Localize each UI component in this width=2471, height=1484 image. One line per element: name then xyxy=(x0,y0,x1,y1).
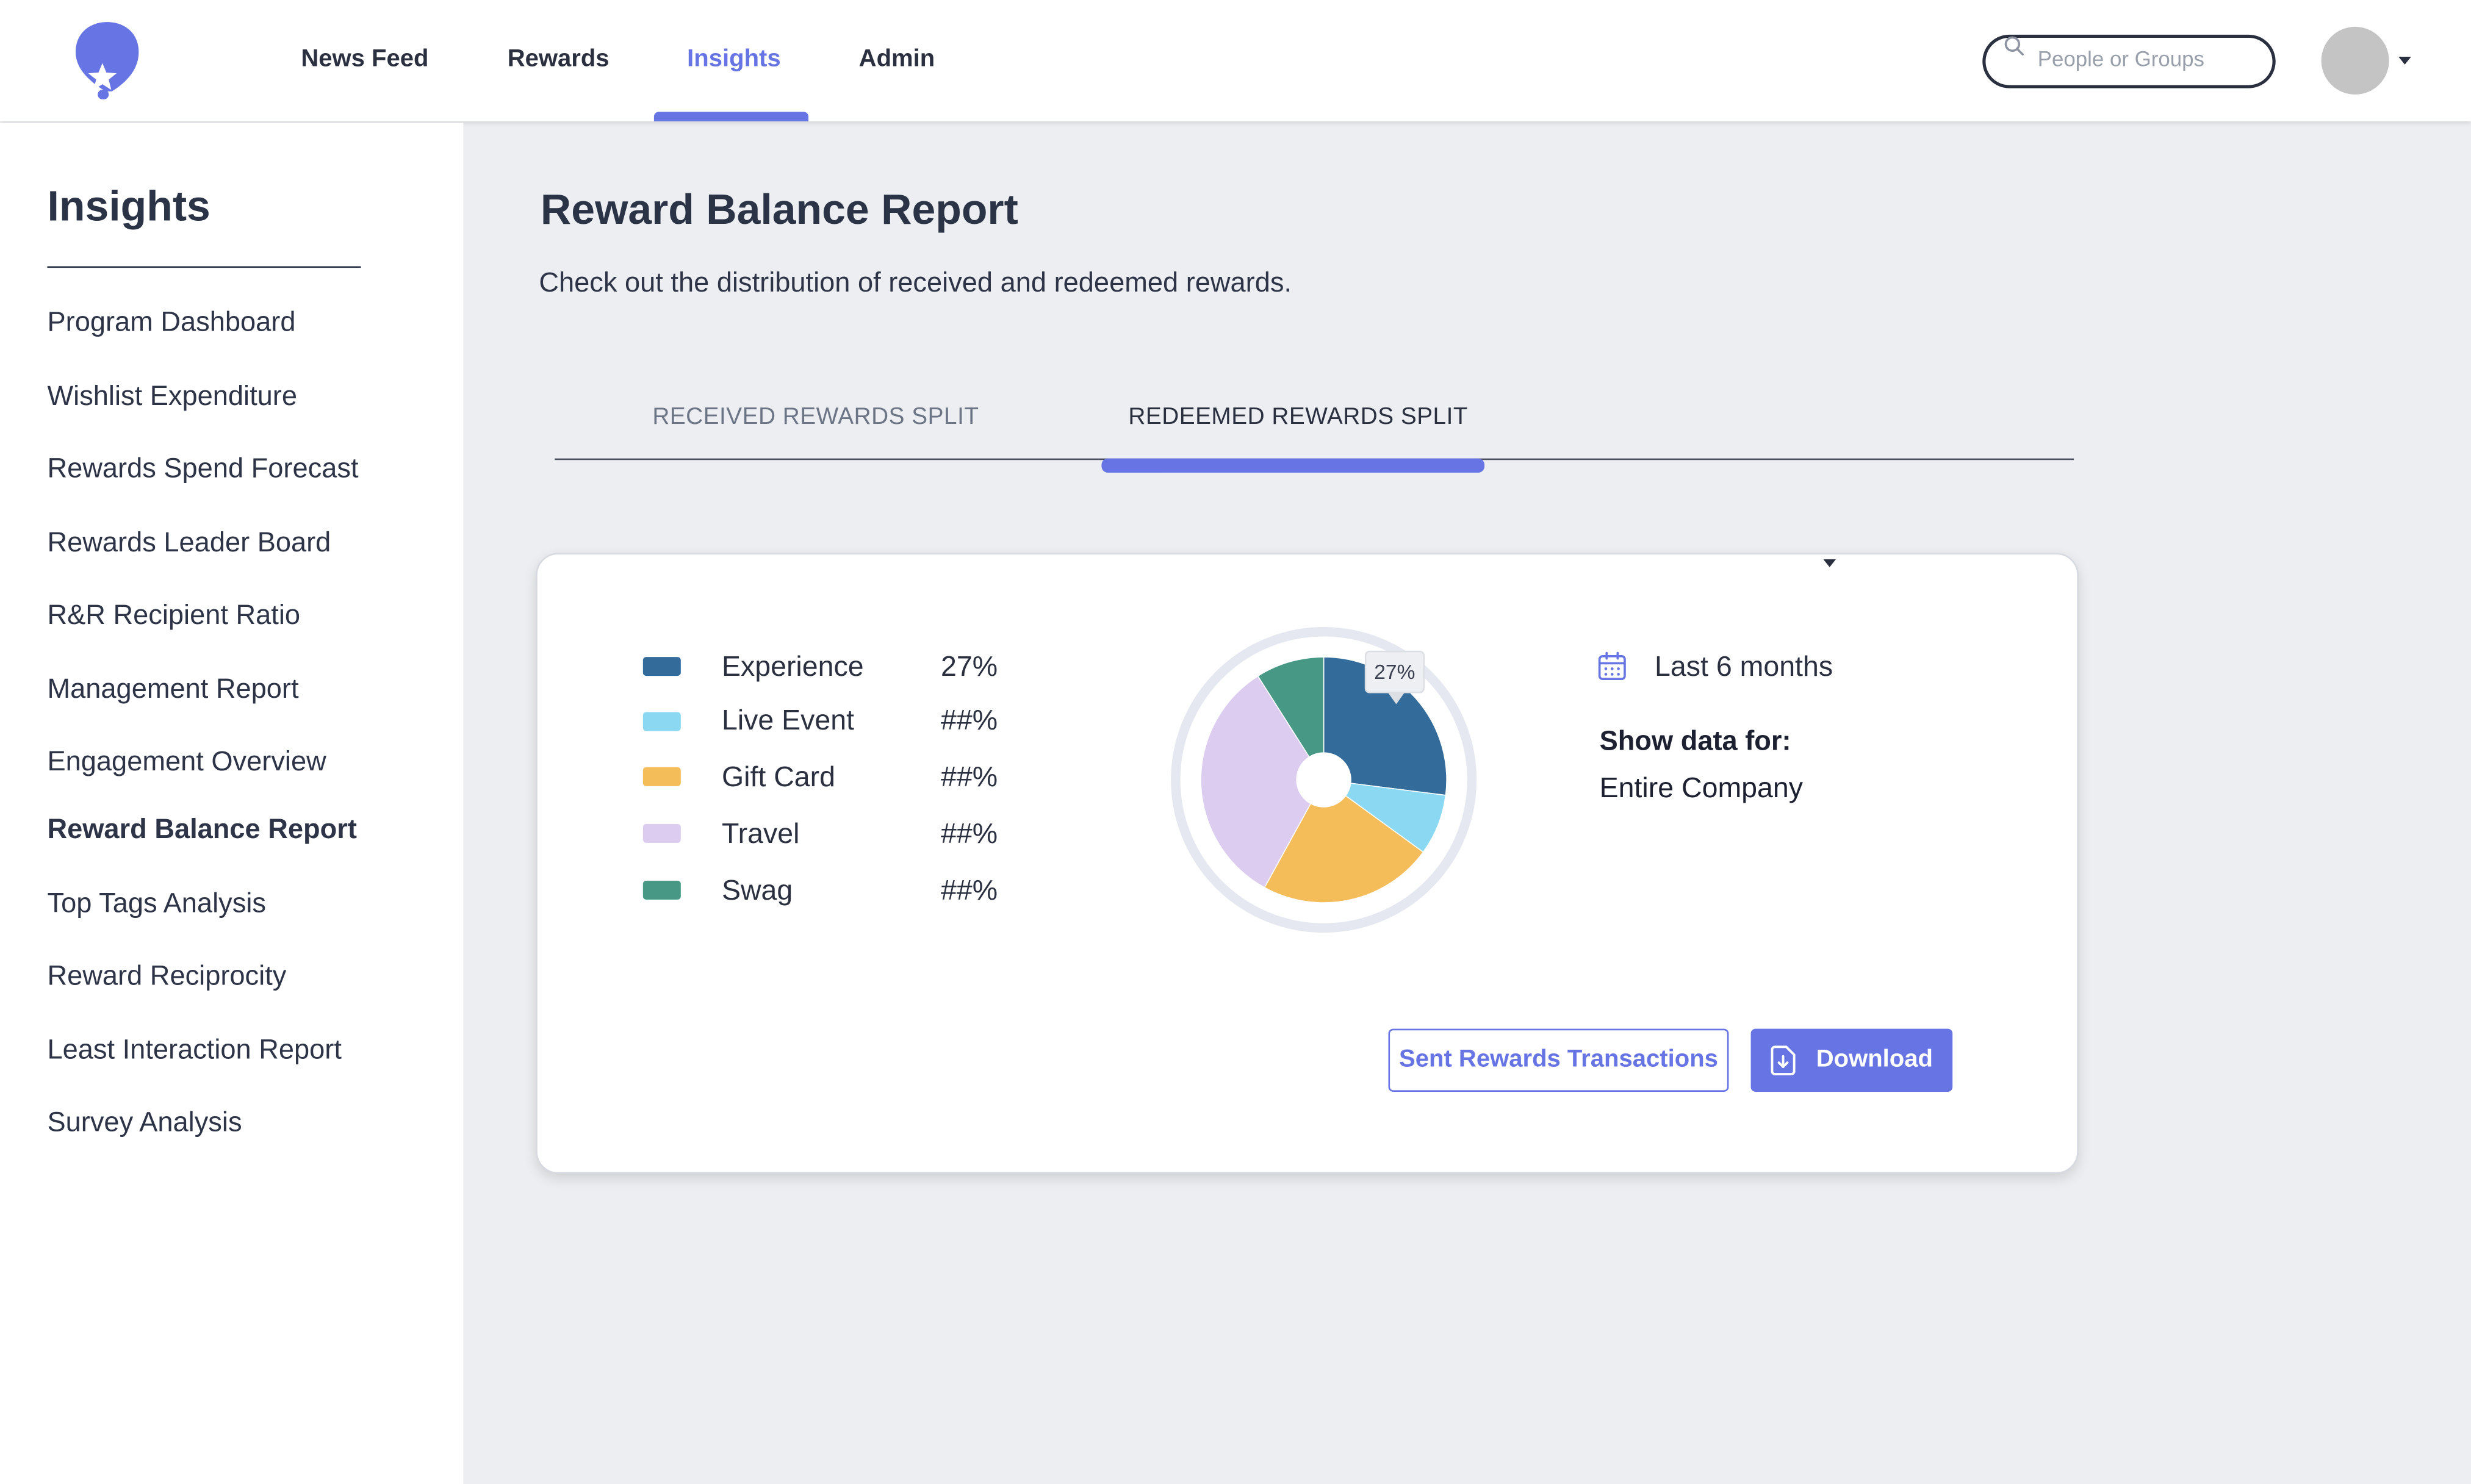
legend-value-swag: ##% xyxy=(940,874,998,906)
legend-swatch-travel xyxy=(642,823,681,843)
search-icon xyxy=(2004,36,2024,56)
pie-slice-live-event[interactable] xyxy=(1323,779,1447,853)
pie-slice-swag[interactable] xyxy=(1257,656,1325,782)
legend-swatch-live-event xyxy=(642,712,681,731)
redeemed-rewards-pie-chart xyxy=(1171,626,1477,933)
legend-swatch-swag xyxy=(642,880,681,900)
legend-label-live-event: Live Event xyxy=(721,704,855,736)
sidebar-item-reward-balance-report[interactable]: Reward Balance Report xyxy=(47,812,357,845)
chevron-down-icon[interactable] xyxy=(1823,559,1836,567)
show-data-label: Show data for: xyxy=(1599,725,1791,756)
legend-value-gift-card: ##% xyxy=(940,761,998,793)
pie-tooltip: 27% xyxy=(1364,650,1425,694)
pie-slice-gift-card[interactable] xyxy=(1264,779,1424,903)
pie-tooltip-pointer xyxy=(1388,693,1405,704)
date-range-selector[interactable]: Last 6 months xyxy=(1655,650,1833,683)
sidebar-item-management-report[interactable]: Management Report xyxy=(47,672,299,704)
sidebar-item-reward-reciprocity[interactable]: Reward Reciprocity xyxy=(47,959,287,991)
download-icon xyxy=(1771,1045,1796,1075)
sidebar-item-survey-analysis[interactable]: Survey Analysis xyxy=(47,1106,242,1138)
download-label: Download xyxy=(1816,1046,1933,1073)
sidebar-item-least-interaction-report[interactable]: Least Interaction Report xyxy=(47,1033,342,1066)
sidebar-item-wishlist-expenditure[interactable]: Wishlist Expenditure xyxy=(47,379,297,412)
legend-swatch-experience xyxy=(642,657,681,676)
legend-value-travel: ##% xyxy=(940,817,998,850)
balloon-star-logo[interactable] xyxy=(70,19,145,104)
calendar-icon[interactable] xyxy=(1596,651,1628,683)
tab-redeemed-rewards-split[interactable]: REDEEMED REWARDS SPLIT xyxy=(1128,403,1469,431)
sidebar: Insights Program Dashboard Wishlist Expe… xyxy=(0,123,464,1484)
nav-news-feed[interactable]: News Feed xyxy=(301,45,429,73)
chevron-down-icon[interactable] xyxy=(2398,56,2411,65)
page-title: Reward Balance Report xyxy=(540,185,1018,234)
pie-slice-travel[interactable] xyxy=(1200,675,1325,889)
search-box[interactable] xyxy=(1982,34,2276,88)
legend-label-experience: Experience xyxy=(721,650,864,683)
legend-value-experience: 27% xyxy=(940,650,998,683)
sidebar-item-rewards-spend-forecast[interactable]: Rewards Spend Forecast xyxy=(47,452,359,484)
sidebar-item-rr-recipient-ratio[interactable]: R&R Recipient Ratio xyxy=(47,598,301,631)
sidebar-item-rewards-leader-board[interactable]: Rewards Leader Board xyxy=(47,526,331,558)
pie-center-hole xyxy=(1296,752,1351,808)
legend-label-gift-card: Gift Card xyxy=(721,761,836,793)
search-input[interactable] xyxy=(2037,47,2259,71)
legend-value-live-event: ##% xyxy=(940,704,998,736)
sidebar-item-program-dashboard[interactable]: Program Dashboard xyxy=(47,306,296,337)
tab-active-indicator xyxy=(1101,458,1485,473)
nav-insights[interactable]: Insights xyxy=(687,45,781,73)
sidebar-item-top-tags-analysis[interactable]: Top Tags Analysis xyxy=(47,887,266,919)
sidebar-divider xyxy=(47,266,361,268)
page-subtitle: Check out the distribution of received a… xyxy=(539,266,1292,298)
legend-label-swag: Swag xyxy=(721,874,793,906)
avatar[interactable] xyxy=(2321,26,2389,95)
sidebar-item-engagement-overview[interactable]: Engagement Overview xyxy=(47,745,326,777)
show-data-scope[interactable]: Entire Company xyxy=(1599,772,1803,804)
nav-admin[interactable]: Admin xyxy=(858,45,935,73)
legend-label-travel: Travel xyxy=(721,817,800,850)
sidebar-title: Insights xyxy=(47,182,210,231)
download-button[interactable]: Download xyxy=(1750,1028,1953,1092)
legend-swatch-gift-card xyxy=(642,767,681,786)
pie-slice-experience[interactable] xyxy=(1323,656,1447,796)
sent-rewards-transactions-button[interactable]: Sent Rewards Transactions xyxy=(1388,1028,1729,1092)
tab-received-rewards-split[interactable]: RECEIVED REWARDS SPLIT xyxy=(652,403,979,431)
pie-outer-ring xyxy=(1171,626,1477,933)
sent-rewards-transactions-label: Sent Rewards Transactions xyxy=(1399,1046,1718,1073)
nav-rewards[interactable]: Rewards xyxy=(507,45,610,73)
top-nav-bar: News Feed Rewards Insights Admin xyxy=(0,0,2471,121)
nav-active-indicator xyxy=(653,112,809,121)
